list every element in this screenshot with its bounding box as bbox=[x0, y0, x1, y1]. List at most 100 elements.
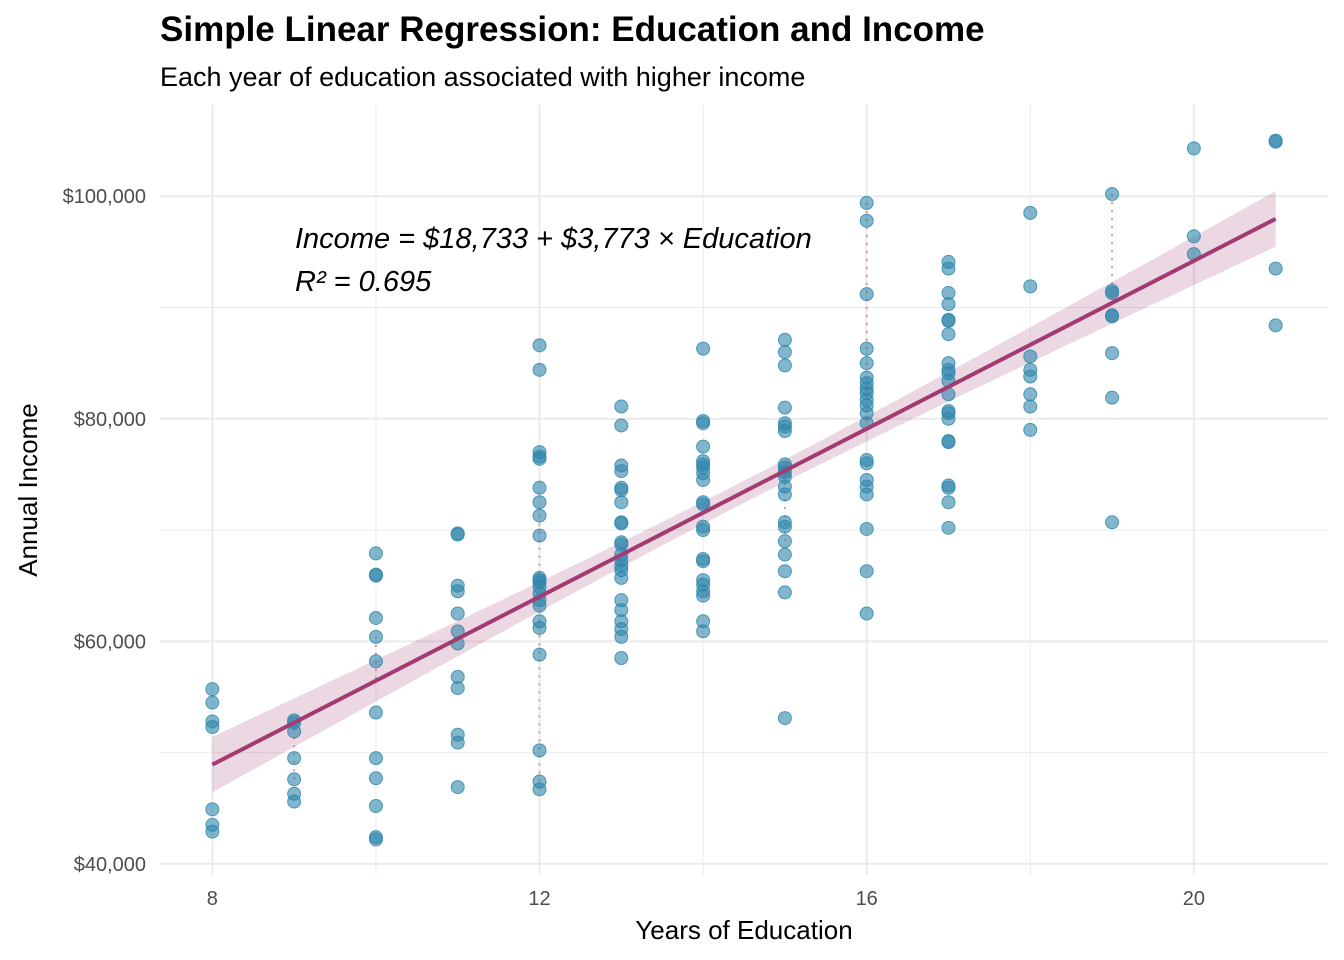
data-point bbox=[1105, 346, 1120, 361]
data-point bbox=[777, 332, 792, 347]
data-point bbox=[941, 435, 956, 450]
data-point bbox=[532, 598, 547, 613]
regression-line bbox=[211, 217, 1277, 767]
data-point bbox=[368, 546, 383, 561]
data-point bbox=[696, 341, 711, 356]
data-point bbox=[614, 629, 629, 644]
data-point bbox=[1023, 369, 1038, 384]
data-point bbox=[1023, 422, 1038, 437]
chart-title: Simple Linear Regression: Education and … bbox=[160, 10, 985, 49]
data-point bbox=[1023, 279, 1038, 294]
data-point bbox=[696, 439, 711, 454]
data-point bbox=[532, 480, 547, 495]
data-point bbox=[532, 743, 547, 758]
data-point bbox=[859, 521, 874, 536]
regression-line-group bbox=[211, 217, 1277, 767]
data-point bbox=[450, 606, 465, 621]
data-point bbox=[532, 620, 547, 635]
x-tick-label: 12 bbox=[528, 888, 550, 910]
data-point bbox=[368, 799, 383, 814]
x-tick-label: 20 bbox=[1183, 888, 1205, 910]
data-point bbox=[859, 195, 874, 210]
data-point bbox=[859, 213, 874, 228]
data-point bbox=[777, 519, 792, 534]
data-point bbox=[205, 682, 220, 697]
data-point bbox=[614, 516, 629, 531]
chart-subtitle: Each year of education associated with h… bbox=[160, 62, 806, 92]
data-point bbox=[450, 527, 465, 542]
data-point bbox=[859, 341, 874, 356]
data-point bbox=[1023, 205, 1038, 220]
y-tick-label: $100,000 bbox=[63, 186, 146, 208]
data-point bbox=[450, 780, 465, 795]
data-point bbox=[859, 287, 874, 302]
data-point bbox=[1268, 318, 1283, 333]
data-point bbox=[777, 711, 792, 726]
data-point bbox=[614, 418, 629, 433]
data-point bbox=[287, 751, 302, 766]
data-point bbox=[696, 416, 711, 431]
data-point bbox=[1268, 134, 1283, 149]
y-tick-label: $80,000 bbox=[74, 409, 146, 431]
data-point bbox=[859, 456, 874, 471]
data-point bbox=[287, 794, 302, 809]
data-point bbox=[941, 520, 956, 535]
data-point bbox=[532, 338, 547, 353]
data-point bbox=[368, 832, 383, 847]
data-point bbox=[777, 585, 792, 600]
data-point bbox=[1105, 309, 1120, 324]
data-point bbox=[859, 487, 874, 502]
data-point bbox=[777, 358, 792, 373]
data-point bbox=[859, 564, 874, 579]
data-point bbox=[941, 480, 956, 495]
data-point bbox=[205, 824, 220, 839]
data-point bbox=[696, 588, 711, 603]
data-point bbox=[368, 568, 383, 583]
data-point bbox=[287, 724, 302, 739]
data-point bbox=[777, 547, 792, 562]
data-point bbox=[859, 356, 874, 371]
data-point bbox=[1105, 286, 1120, 301]
data-point bbox=[941, 411, 956, 426]
data-point bbox=[1023, 387, 1038, 402]
x-axis-label: Years of Education bbox=[635, 915, 852, 945]
data-point bbox=[777, 487, 792, 502]
data-point bbox=[941, 327, 956, 342]
data-point bbox=[941, 297, 956, 312]
data-point bbox=[696, 554, 711, 569]
data-point bbox=[1105, 390, 1120, 405]
data-point bbox=[614, 495, 629, 510]
x-tick-label: 8 bbox=[207, 888, 218, 910]
data-point bbox=[450, 735, 465, 750]
data-point bbox=[368, 654, 383, 669]
data-point bbox=[1023, 399, 1038, 414]
equation-annotation: Income = $18,733 + $3,773 × Education bbox=[295, 223, 812, 255]
data-point bbox=[777, 400, 792, 415]
y-tick-label: $60,000 bbox=[74, 631, 146, 653]
data-point bbox=[777, 345, 792, 360]
data-point bbox=[205, 720, 220, 735]
data-point bbox=[368, 771, 383, 786]
data-point bbox=[696, 472, 711, 487]
data-point bbox=[859, 606, 874, 621]
data-point bbox=[450, 584, 465, 599]
data-point bbox=[696, 523, 711, 538]
data-point bbox=[614, 483, 629, 497]
data-point bbox=[614, 399, 629, 414]
data-point bbox=[614, 651, 629, 666]
y-axis-label: Annual Income bbox=[13, 403, 43, 576]
data-point bbox=[777, 534, 792, 549]
data-points bbox=[205, 133, 1283, 847]
data-point bbox=[777, 564, 792, 579]
data-point bbox=[450, 681, 465, 696]
y-tick-label: $40,000 bbox=[74, 854, 146, 876]
data-point bbox=[368, 610, 383, 625]
data-point bbox=[205, 802, 220, 817]
data-point bbox=[532, 782, 547, 797]
data-point bbox=[941, 313, 956, 328]
data-point bbox=[1268, 261, 1283, 276]
data-point bbox=[941, 261, 956, 276]
data-point bbox=[696, 624, 711, 639]
data-point bbox=[532, 495, 547, 510]
